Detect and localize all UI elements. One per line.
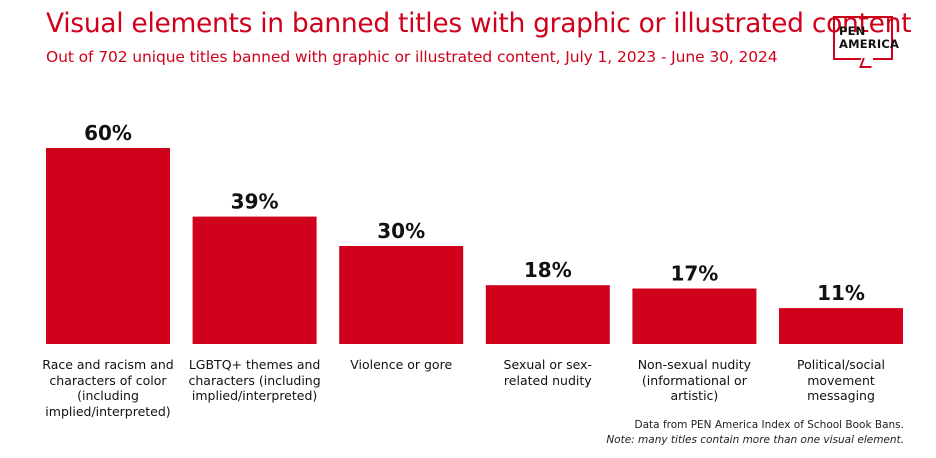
category-label-line: movement [807, 372, 875, 388]
category-label: Political/social movement messaging [769, 357, 913, 404]
bar [46, 148, 170, 344]
category-label: Race and racism and characters of color (i… [36, 357, 180, 419]
logo-bubble-edge [833, 58, 861, 60]
chart-title: Visual elements in banned titles with gr… [46, 8, 912, 39]
category-label-line: messaging [807, 388, 875, 403]
caveat-note: Note: many titles contain more than one … [606, 434, 904, 446]
category-label-line: implied/interpreted) [45, 403, 171, 419]
bar-value-label: 60% [84, 121, 132, 145]
bar [339, 246, 464, 344]
category-label-line: related nudity [503, 372, 592, 388]
bar-value-label: 30% [377, 219, 425, 243]
category-label: Non-sexual nudity (informational or artist… [622, 357, 766, 404]
footnote: Data from PEN America Index of School Bo… [606, 418, 904, 448]
bar [632, 288, 757, 344]
category-label-line: Non-sexual nudity [637, 357, 752, 372]
logo-speech-bubble [833, 16, 893, 60]
category-label: LGBTQ+ themes and characters (including im… [183, 357, 327, 404]
source-note: Data from PEN America Index of School Bo… [634, 419, 904, 431]
category-label-line: LGBTQ+ themes and [188, 357, 321, 372]
category-label: Sexual or sex-related nudity [476, 357, 620, 388]
bar [192, 216, 317, 344]
category-label-line: (informational or [641, 372, 747, 388]
logo-line-1: PEN [839, 24, 866, 38]
bar-value-label: 17% [670, 262, 718, 286]
category-label-line: implied/interpreted) [191, 388, 318, 403]
logo-line-2: AMERICA [839, 37, 900, 51]
category-label: Violence or gore [329, 357, 473, 373]
bar-value-label: 11% [817, 281, 865, 305]
bar-value-label: 18% [524, 258, 572, 282]
category-label-line: characters (including [188, 372, 321, 388]
logo-bubble-edge [873, 58, 893, 60]
category-label-line: Race and racism and [42, 357, 174, 372]
pen-america-logo: PEN AMERICA [833, 16, 899, 68]
category-label-line: Political/social [797, 357, 885, 372]
bar [779, 308, 903, 344]
category-label-line: artistic) [670, 388, 719, 403]
category-label-line: Violence or gore [350, 357, 453, 372]
bar [485, 285, 610, 344]
bar-value-label: 39% [231, 190, 279, 214]
chart-subtitle: Out of 702 unique titles banned with gra… [46, 48, 778, 66]
category-label-line: characters of color [49, 372, 167, 388]
category-label-line: Sexual or sex- [503, 357, 593, 372]
category-label-line: (including [77, 388, 139, 403]
logo-text: PEN AMERICA [839, 25, 899, 51]
